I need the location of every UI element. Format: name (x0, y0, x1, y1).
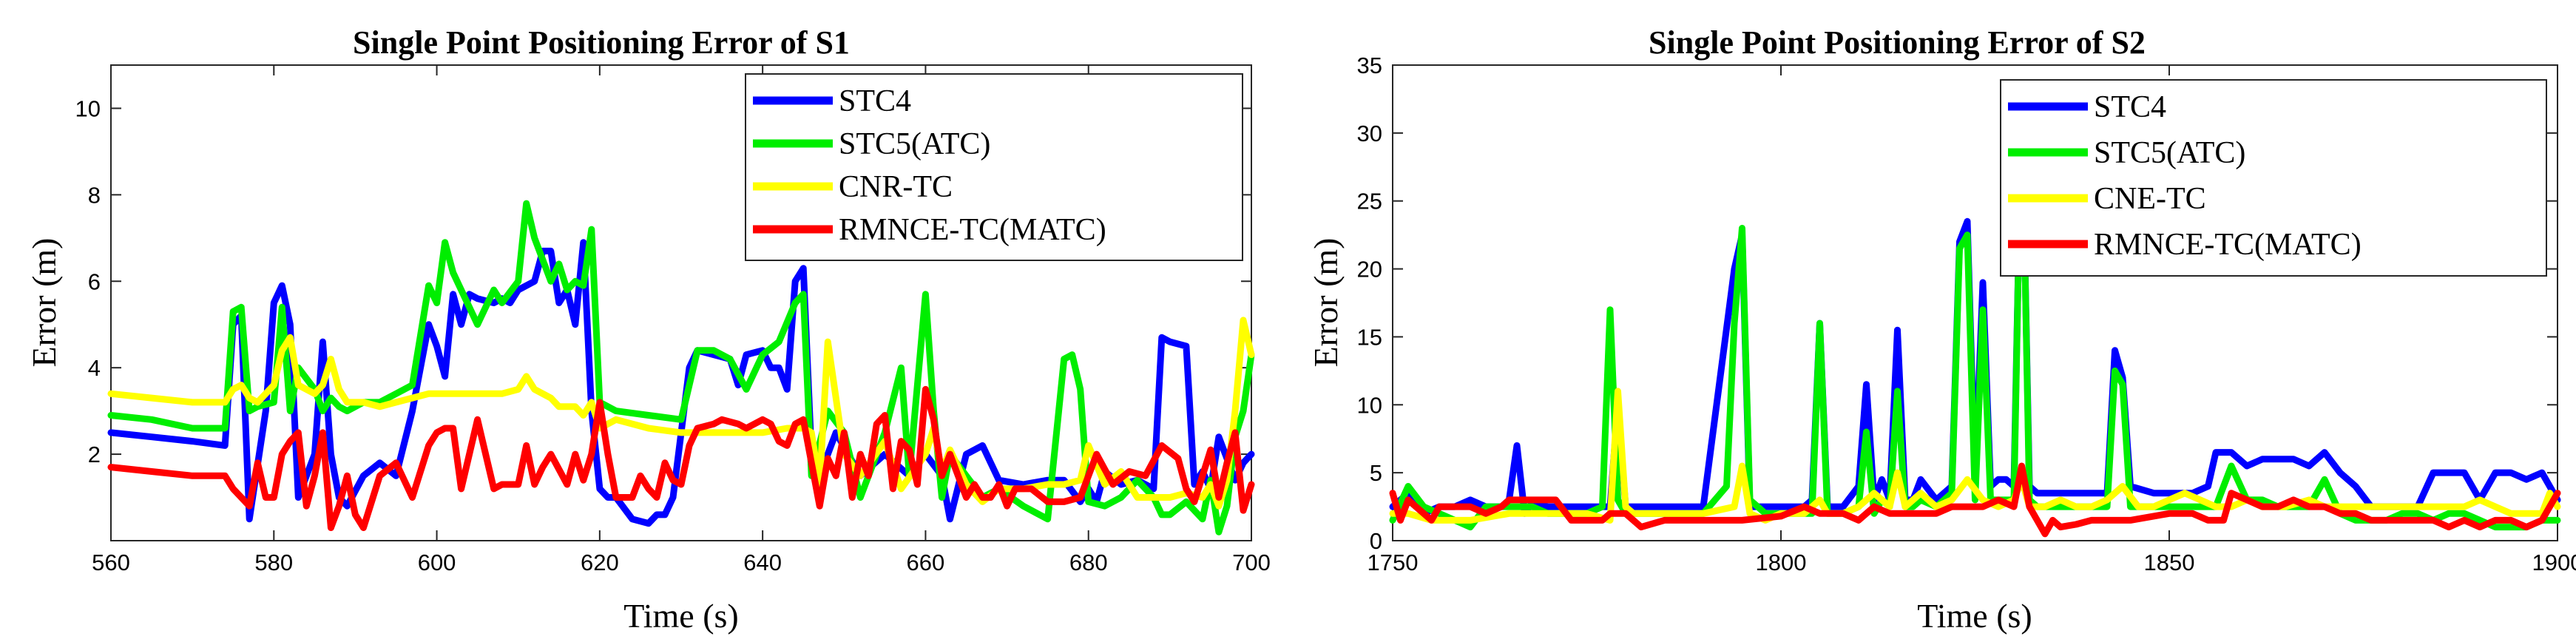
chart-s2-ytick-label: 25 (1357, 189, 1382, 214)
chart-s1-xtick-label: 620 (581, 550, 619, 575)
chart-s1-xtick-label: 660 (907, 550, 945, 575)
chart-s2-xtick-label: 1800 (1756, 550, 1807, 575)
chart-s2-ytick-label: 35 (1357, 53, 1382, 78)
chart-s2-series-rmnce-tc-matc (1389, 462, 2561, 538)
chart-s2-ytick-label: 15 (1357, 324, 1382, 350)
chart-s2-legend-box (2000, 79, 2547, 277)
chart-s1-ytick-label: 2 (88, 442, 101, 467)
chart-s2-series-cne-tc (1389, 388, 2561, 524)
chart-s2-legend-label-rmnce-tc-matc: RMNCE-TC(MATC) (2094, 228, 2362, 262)
chart-s1-series-stc5-atc (107, 200, 1255, 535)
chart-s1-series-rmnce-tc-matc (107, 385, 1255, 531)
chart-s1-legend-label-rmnce-tc-matc: RMNCE-TC(MATC) (839, 213, 1106, 247)
chart-s1-title: Single Point Positioning Error of S1 (353, 24, 850, 61)
chart-s2-ytick-label: 0 (1370, 528, 1382, 554)
chart-s1-legend-label-stc4: STC4 (839, 84, 911, 118)
chart-s1-ytick-label: 8 (88, 182, 101, 208)
chart-s2-title: Single Point Positioning Error of S2 (1649, 24, 2146, 61)
chart-s2-legend: STC4 STC5(ATC) CNE-TC RMNCE-TC(MATC) (2000, 79, 2547, 277)
chart-s1-xtick-label: 640 (743, 550, 782, 575)
chart-s2-ytick-label: 5 (1370, 460, 1382, 486)
chart-s1-series-cnr-tc (107, 317, 1255, 510)
chart-s2-ytick-label: 20 (1357, 257, 1382, 283)
chart-s1-xlabel: Time (s) (623, 597, 739, 635)
chart-s1-legend: STC4 STC5(ATC) CNR-TC RMNCE-TC(MATC) (745, 73, 1243, 261)
chart-s1-xtick-label: 680 (1069, 550, 1108, 575)
chart-s1-ytick-label: 10 (75, 95, 101, 121)
chart-s1-xtick-label: 700 (1232, 550, 1271, 575)
chart-s2-legend-label-stc5-atc: STC5(ATC) (2094, 136, 2245, 170)
chart-s1-xtick-label: 600 (418, 550, 456, 575)
chart-s1-ytick-label: 6 (88, 268, 101, 294)
chart-s1-xtick-label: 560 (92, 550, 130, 575)
chart-s1-legend-label-stc5-atc: STC5(ATC) (839, 127, 990, 161)
chart-s1-xtick-label: 580 (254, 550, 293, 575)
chart-s2-legend-label-cne-tc: CNE-TC (2094, 182, 2206, 216)
chart-s2-xtick-label: 1850 (2144, 550, 2195, 575)
chart-s2-ylabel: Error (m) (1307, 238, 1345, 368)
chart-s2-legend-label-stc4: STC4 (2094, 90, 2166, 124)
chart-s2-xlabel: Time (s) (1917, 597, 2032, 635)
chart-s1-legend-box (745, 73, 1243, 261)
chart-s2-ytick-label: 30 (1357, 121, 1382, 146)
chart-s2: Single Point Positioning Error of S2 175… (1307, 24, 2576, 635)
chart-s1: Single Point Positioning Error of S1 560… (25, 24, 1271, 635)
chart-s1-ytick-label: 4 (88, 355, 101, 381)
chart-s2-xtick-label: 1750 (1368, 550, 1419, 575)
chart-s2-ytick-label: 10 (1357, 392, 1382, 418)
chart-s1-legend-label-cnr-tc: CNR-TC (839, 170, 953, 204)
chart-s1-ylabel: Error (m) (25, 238, 63, 368)
